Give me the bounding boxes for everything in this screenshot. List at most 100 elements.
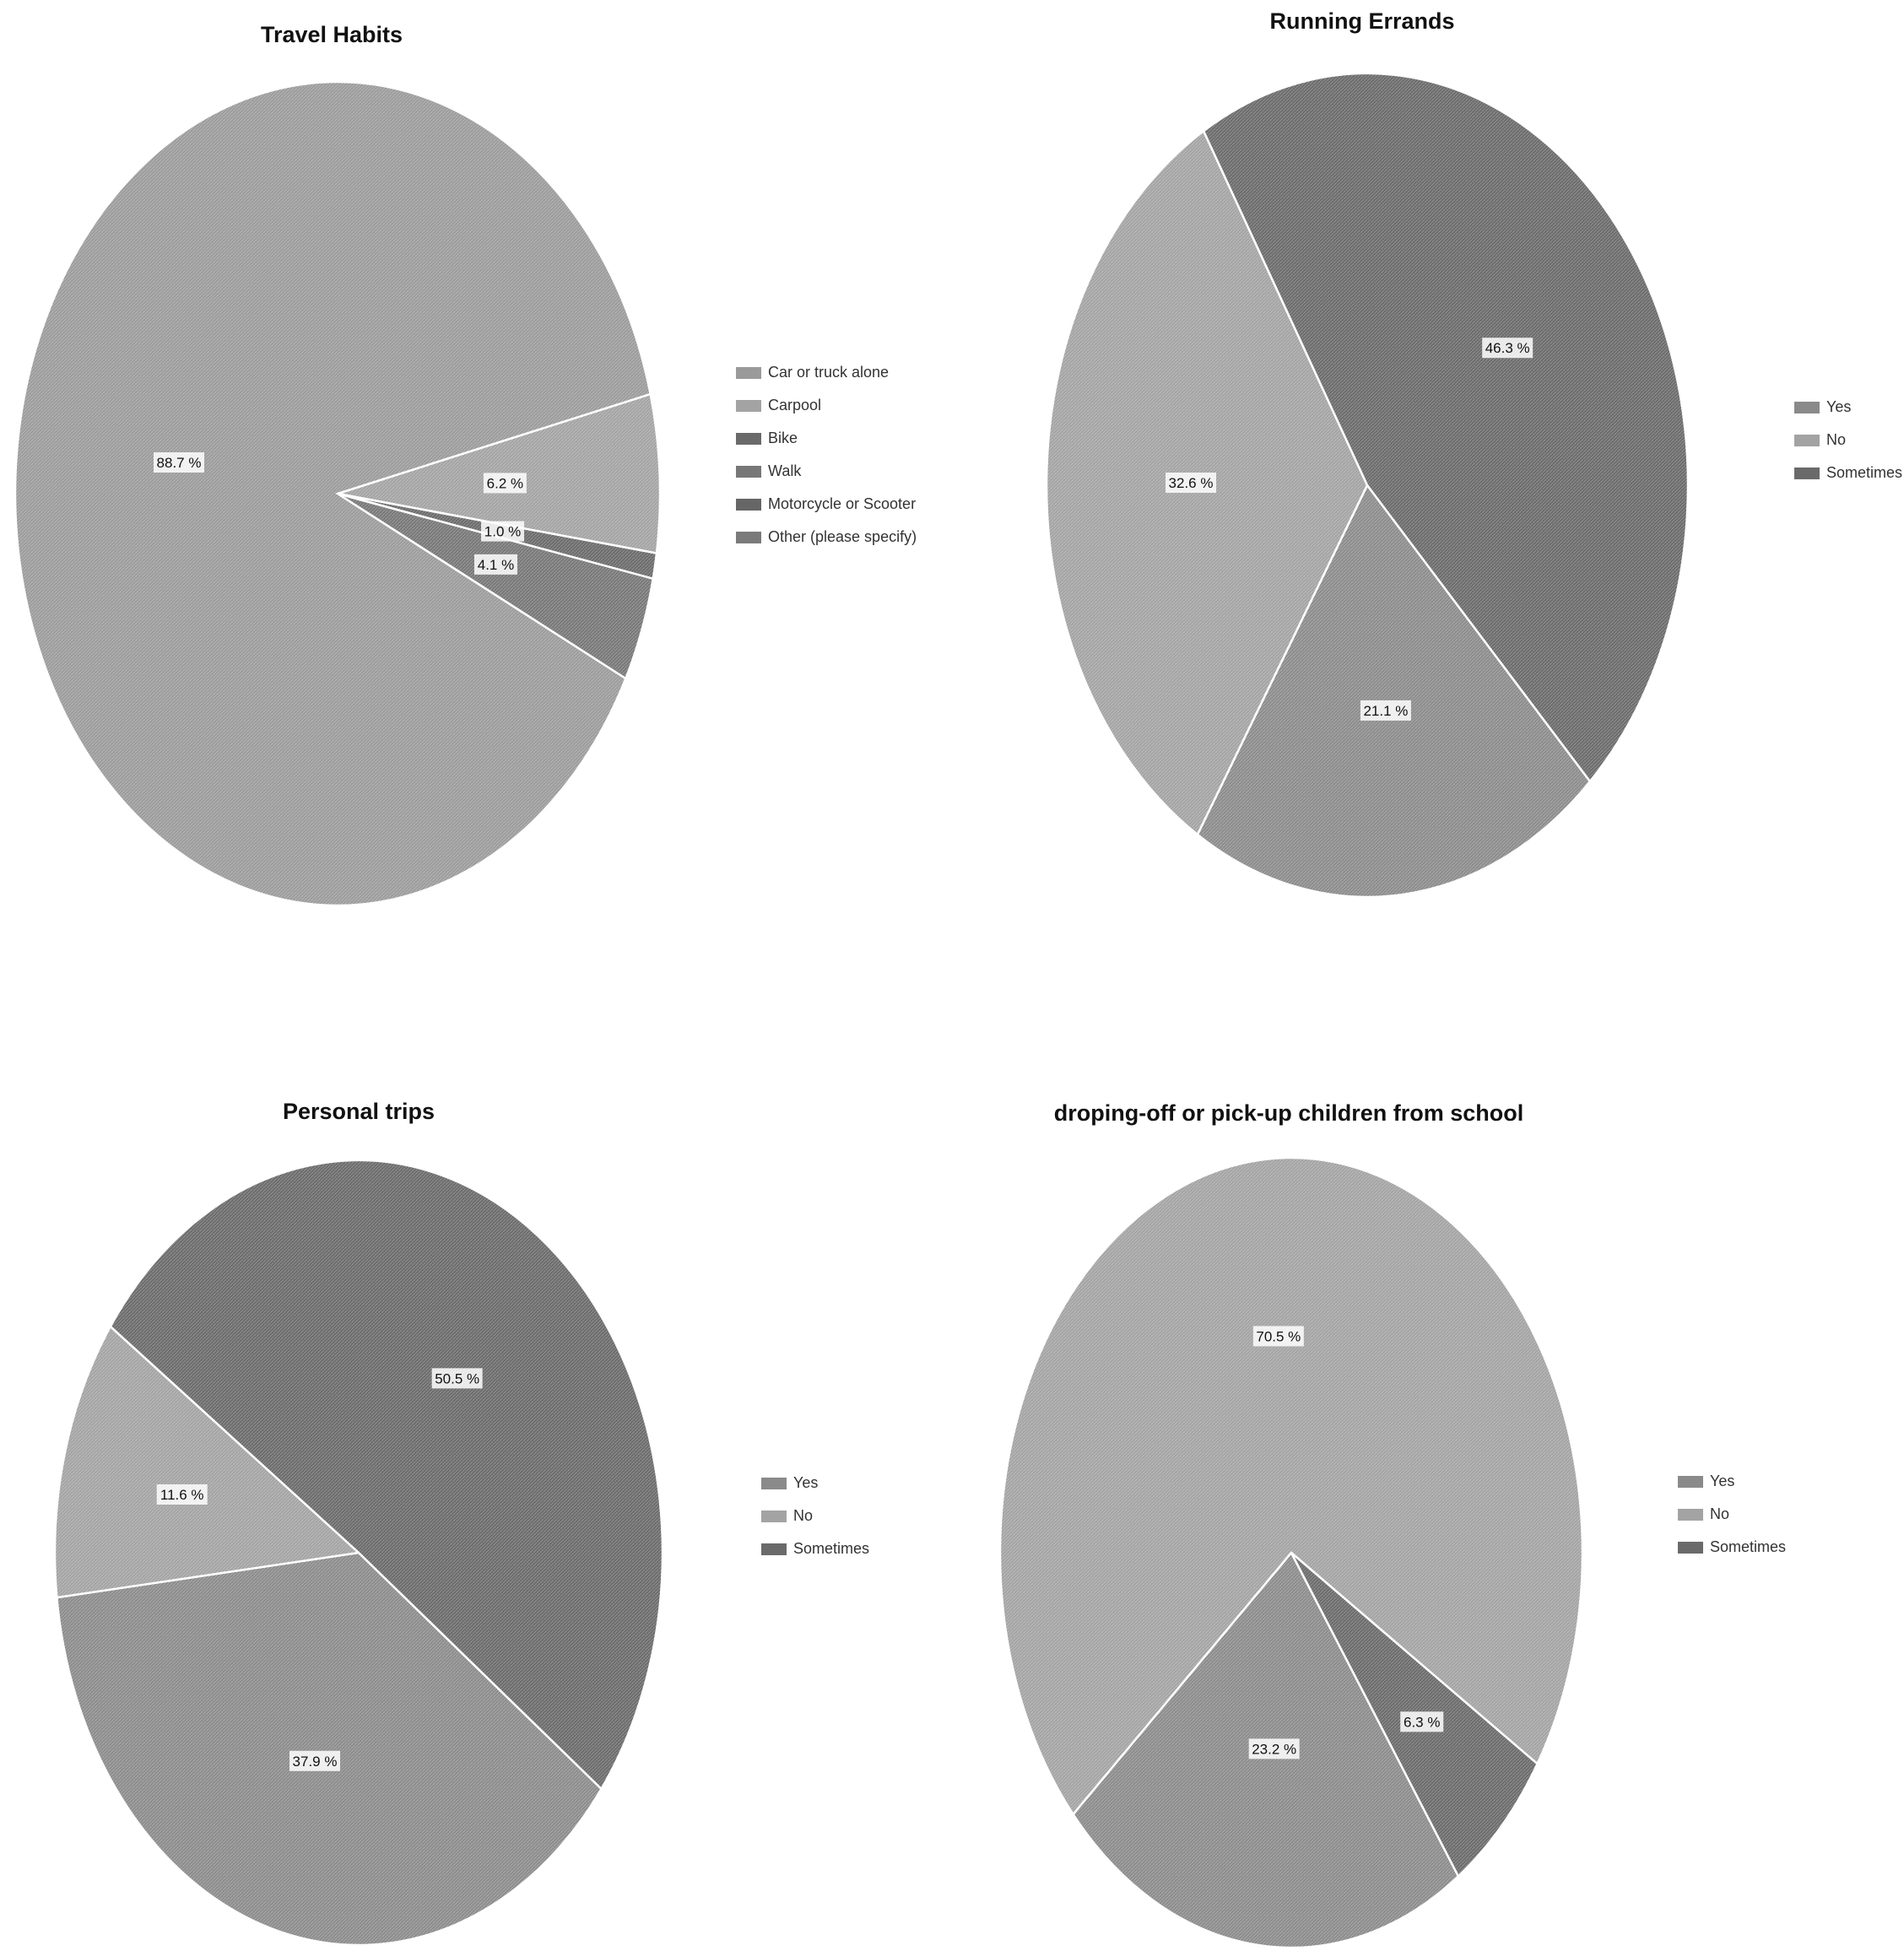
chart-title: Running Errands bbox=[1269, 8, 1455, 34]
data-label-box bbox=[1482, 338, 1533, 359]
data-label: 1.0 % bbox=[481, 521, 525, 542]
data-label-box bbox=[1166, 473, 1217, 494]
data-label-box bbox=[1400, 1711, 1444, 1732]
data-label-box bbox=[1252, 1326, 1304, 1347]
legend-swatch bbox=[1794, 467, 1820, 479]
data-label-text: 23.2 % bbox=[1252, 1741, 1296, 1757]
legend-travel-habits: Car or truck alone Carpool Bike Walk Mot… bbox=[736, 356, 917, 554]
data-label-box bbox=[431, 1368, 483, 1389]
data-label-text: 46.3 % bbox=[1485, 340, 1530, 356]
legend-item: Bike bbox=[736, 422, 917, 455]
legend-label: Yes bbox=[793, 1474, 819, 1491]
data-label: 6.2 % bbox=[483, 473, 527, 494]
data-label-text: 6.3 % bbox=[1404, 1714, 1440, 1730]
chart-title: droping-off or pick-up children from sch… bbox=[1053, 1100, 1524, 1126]
legend-label: No bbox=[793, 1507, 814, 1524]
legend-label: No bbox=[1826, 431, 1847, 448]
legend-label: Yes bbox=[1826, 398, 1852, 415]
legend-item: Carpool bbox=[736, 389, 917, 422]
pie-slice-sometimes bbox=[1202, 72, 1690, 784]
legend-label: Sometimes bbox=[1710, 1538, 1787, 1555]
legend-label: Car or truck alone bbox=[768, 364, 890, 381]
data-label: 6.3 % bbox=[1400, 1711, 1444, 1732]
data-label-text: 4.1 % bbox=[478, 557, 514, 573]
data-label-box bbox=[1248, 1738, 1300, 1759]
chart-title: Travel Habits bbox=[260, 22, 403, 47]
legend-label: No bbox=[1710, 1505, 1730, 1522]
data-label-box bbox=[156, 1484, 208, 1505]
legend-swatch bbox=[1678, 1475, 1703, 1488]
legend-item: Car or truck alone bbox=[736, 356, 917, 389]
legend-item: Sometimes bbox=[1678, 1531, 1786, 1564]
legend-item: No bbox=[1794, 424, 1902, 457]
data-label: 11.6 % bbox=[156, 1484, 208, 1505]
legend-item: Sometimes bbox=[1794, 457, 1902, 489]
pie-slice-no bbox=[998, 1156, 1584, 1817]
data-label-box bbox=[154, 452, 204, 473]
data-label-box bbox=[473, 554, 517, 575]
data-label: 88.7 % bbox=[154, 452, 204, 473]
legend-swatch bbox=[736, 432, 761, 445]
legend-swatch bbox=[1678, 1508, 1703, 1521]
legend-swatch bbox=[736, 465, 761, 478]
pie-slice-yes bbox=[56, 1551, 603, 1947]
data-label: 21.1 % bbox=[1360, 700, 1411, 721]
legend-label: Bike bbox=[768, 430, 798, 446]
legend-running-errands: Yes No Sometimes bbox=[1794, 391, 1902, 489]
data-label-text: 50.5 % bbox=[435, 1370, 479, 1386]
data-label: 23.2 % bbox=[1248, 1738, 1300, 1759]
data-label-text: 32.6 % bbox=[1169, 475, 1214, 491]
legend-swatch bbox=[736, 498, 761, 511]
legend-item: Walk bbox=[736, 455, 917, 488]
data-label-box bbox=[483, 473, 527, 494]
data-label-text: 6.2 % bbox=[487, 475, 523, 491]
legend-item: Sometimes bbox=[761, 1532, 869, 1565]
legend-item: No bbox=[1678, 1498, 1786, 1531]
data-label: 70.5 % bbox=[1252, 1326, 1304, 1347]
legend-swatch bbox=[736, 531, 761, 543]
legend-item: Motorcycle or Scooter bbox=[736, 488, 917, 521]
legend-swatch bbox=[761, 1543, 787, 1555]
legend-swatch bbox=[761, 1477, 787, 1489]
legend-swatch bbox=[736, 399, 761, 412]
data-label-text: 37.9 % bbox=[293, 1754, 338, 1770]
legend-label: Yes bbox=[1710, 1473, 1735, 1489]
pie-slice-car-or-truck-alone bbox=[14, 80, 652, 907]
pie-slice-sometimes bbox=[109, 1159, 664, 1791]
data-label-box bbox=[289, 1750, 341, 1771]
data-label-text: 70.5 % bbox=[1256, 1328, 1301, 1344]
data-label: 46.3 % bbox=[1482, 338, 1533, 359]
legend-label: Other (please specify) bbox=[768, 528, 917, 545]
legend-label: Walk bbox=[768, 462, 802, 479]
data-label-text: 1.0 % bbox=[484, 524, 521, 540]
data-label-text: 11.6 % bbox=[160, 1487, 204, 1503]
legend-item: Other (please specify) bbox=[736, 521, 917, 554]
legend-item: Yes bbox=[1794, 391, 1902, 424]
data-label-text: 21.1 % bbox=[1363, 703, 1408, 719]
legend-item: Yes bbox=[761, 1467, 869, 1500]
legend-item: Yes bbox=[1678, 1465, 1786, 1498]
legend-swatch bbox=[1794, 434, 1820, 446]
legend-label: Carpool bbox=[768, 397, 822, 413]
legend-label: Sometimes bbox=[1826, 464, 1903, 481]
legend-school-dropoff: Yes No Sometimes bbox=[1678, 1465, 1786, 1564]
legend-item: No bbox=[761, 1500, 869, 1532]
legend-swatch bbox=[736, 366, 761, 379]
data-label-box bbox=[481, 521, 525, 542]
legend-label: Motorcycle or Scooter bbox=[768, 495, 917, 512]
chart-title: Personal trips bbox=[282, 1099, 435, 1124]
legend-label: Sometimes bbox=[793, 1540, 870, 1557]
data-label: 50.5 % bbox=[431, 1368, 483, 1389]
legend-swatch bbox=[761, 1510, 787, 1522]
data-label: 32.6 % bbox=[1166, 473, 1217, 494]
data-label: 37.9 % bbox=[289, 1750, 341, 1771]
data-label: 4.1 % bbox=[473, 554, 517, 575]
pie-slice-no bbox=[53, 1324, 361, 1599]
data-label-text: 88.7 % bbox=[157, 455, 202, 471]
legend-swatch bbox=[1678, 1541, 1703, 1554]
data-label-box bbox=[1360, 700, 1411, 721]
